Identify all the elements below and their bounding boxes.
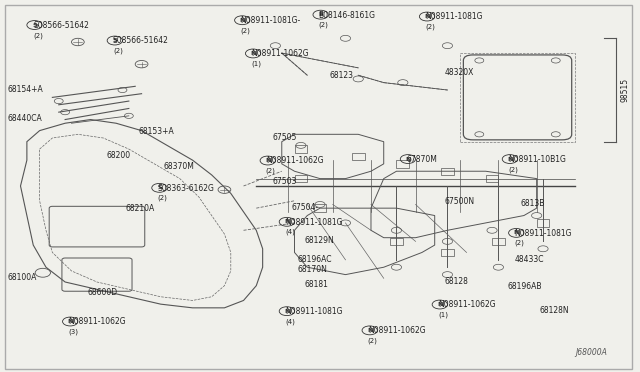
Text: 68100A: 68100A [8,273,37,282]
Text: N: N [239,18,245,23]
Text: N08911-1062G: N08911-1062G [266,156,323,166]
Text: 68196AB: 68196AB [508,282,543,291]
Text: (3): (3) [68,328,78,335]
Text: 6813B: 6813B [521,199,545,208]
Text: 68600D: 68600D [88,288,118,297]
Text: B: B [318,12,323,17]
Text: N: N [284,309,289,314]
Text: 68200: 68200 [106,151,131,160]
Text: 68170N: 68170N [298,264,328,273]
Text: (2): (2) [425,23,435,30]
Text: 67870M: 67870M [406,155,437,164]
Text: N08911-1062G: N08911-1062G [68,317,126,326]
Text: (2): (2) [241,27,250,34]
Text: N08911-1062G: N08911-1062G [438,300,495,310]
Text: (1): (1) [251,61,261,67]
Text: N: N [265,158,271,163]
Text: S: S [32,23,37,28]
Text: N08911-1081G-: N08911-1081G- [241,16,301,25]
Text: 68210A: 68210A [125,204,155,214]
Text: 68153+A: 68153+A [138,127,174,136]
Text: S08566-51642: S08566-51642 [113,36,169,45]
Text: N08911-1081G: N08911-1081G [285,218,342,227]
Text: 68123: 68123 [330,71,353,80]
Text: N: N [405,157,411,161]
Text: N: N [508,157,513,161]
Text: 68154+A: 68154+A [8,85,44,94]
Text: N: N [68,319,73,324]
Text: B08146-8161G: B08146-8161G [319,10,376,20]
Text: 67505: 67505 [272,133,296,142]
Text: (2): (2) [33,32,43,39]
Text: 98515: 98515 [621,78,630,102]
Text: N08911-1062G: N08911-1062G [368,326,426,335]
Text: N: N [513,230,519,235]
Text: 67500N: 67500N [444,197,474,206]
Text: N08911-1081G: N08911-1081G [425,12,483,22]
Text: (2): (2) [368,337,378,344]
Text: 48433C: 48433C [515,254,544,264]
Text: N08911-1062G: N08911-1062G [251,49,309,58]
Text: (2): (2) [319,22,328,28]
Text: N: N [424,14,429,19]
Text: (4): (4) [285,318,295,325]
Text: N08911-1081G: N08911-1081G [515,229,572,238]
Text: S08363-6162G: S08363-6162G [157,184,214,193]
Text: N08911-10B1G: N08911-10B1G [508,155,566,164]
Text: N: N [367,328,372,333]
Text: 68128N: 68128N [540,306,570,315]
Text: N: N [250,51,256,56]
Text: (2): (2) [508,166,518,173]
Text: (2): (2) [266,168,276,174]
Text: N08911-1081G: N08911-1081G [285,307,342,316]
Text: (2): (2) [515,240,524,247]
Text: 67503: 67503 [272,177,296,186]
Text: S: S [157,185,162,190]
Text: 48320X: 48320X [444,68,474,77]
Text: (2): (2) [113,48,123,54]
Text: (2): (2) [157,195,168,201]
Text: (1): (1) [438,312,448,318]
Text: 68196AC: 68196AC [298,254,332,264]
Text: 68370M: 68370M [164,162,195,171]
Text: J68000A: J68000A [575,347,607,357]
Text: 68440CA: 68440CA [8,114,42,123]
Text: N: N [284,219,289,224]
Text: S: S [113,38,117,43]
Text: 68181: 68181 [304,280,328,289]
Text: S08566-51642: S08566-51642 [33,21,89,30]
Text: 68128: 68128 [444,277,468,286]
Text: (4): (4) [285,229,295,235]
Text: 67504-: 67504- [291,203,319,212]
Text: 68129N: 68129N [304,236,334,245]
Text: N: N [437,302,442,307]
